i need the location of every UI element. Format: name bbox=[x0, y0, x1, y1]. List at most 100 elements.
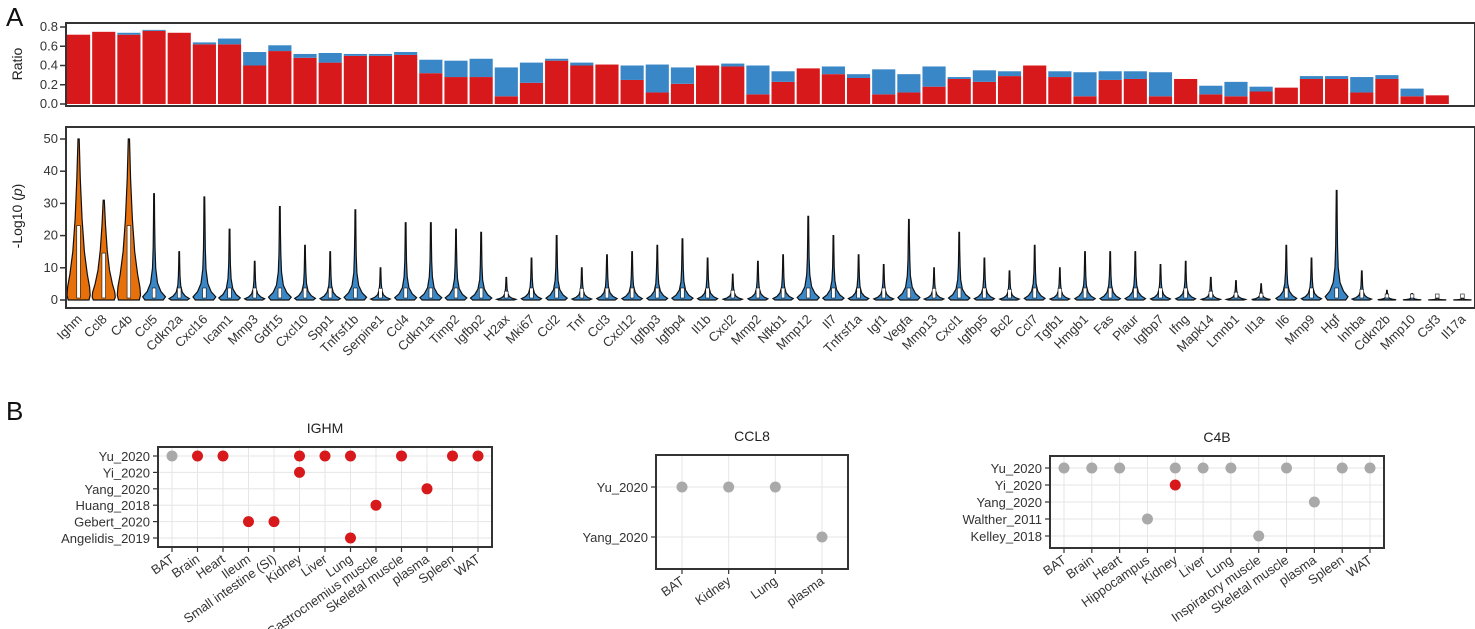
violin-Cxcl2 bbox=[721, 273, 745, 301]
violin-Ccl3 bbox=[595, 254, 619, 301]
row-label: Yang_2020 bbox=[976, 495, 1042, 510]
ratio-bar-blue-Tnf bbox=[570, 62, 594, 66]
violin-Icam1 bbox=[217, 228, 242, 301]
row-label: Angelidis_2019 bbox=[61, 531, 150, 546]
violin-y-tick-label: 40 bbox=[44, 163, 58, 178]
gene-label-Csf3: Csf3 bbox=[1414, 312, 1444, 342]
violin-box-Timp2 bbox=[453, 287, 459, 299]
violin-Fas bbox=[1098, 251, 1122, 301]
violin-box-Mmp13 bbox=[931, 288, 937, 299]
violin-box-Cxcl1 bbox=[957, 287, 962, 299]
violin-box-Spp1 bbox=[328, 287, 333, 299]
violin-y-tick-label: 20 bbox=[44, 228, 58, 243]
ratio-bar-blue-Cxcl2 bbox=[721, 63, 745, 67]
violin-H2ax bbox=[494, 276, 518, 301]
violin-box-Cdkn2a bbox=[177, 287, 182, 299]
ratio-bar-red-Csf3 bbox=[1425, 95, 1449, 104]
violin-Gdf15 bbox=[267, 206, 293, 301]
violin-box-Il1a bbox=[1259, 292, 1264, 299]
violin-box-Tgfb1 bbox=[1057, 288, 1062, 299]
ratio-bar-red-Plaur bbox=[1123, 78, 1147, 104]
violin-Cdkn2a bbox=[167, 251, 191, 301]
ratio-bar-blue-Igf1 bbox=[872, 69, 896, 95]
gene-tick-labels: IghmCcl8C4bCcl5Cdkn2aCxcl16Icam1Mmp3Gdf1… bbox=[54, 311, 1469, 359]
dot-Kelley_2018-Inspiratory muscle bbox=[1253, 530, 1265, 542]
panel-letter-b: B bbox=[6, 396, 23, 426]
ratio-bar-red-Bcl2 bbox=[997, 76, 1022, 104]
ratio-bar-blue-Cdkn2b bbox=[1375, 75, 1399, 79]
dot-Yu_2020-Skeletal muscle bbox=[1281, 462, 1293, 474]
violin-Il6 bbox=[1274, 244, 1298, 301]
dot-Walther_2011-Hippocampus bbox=[1141, 513, 1153, 525]
violin-box-Mmp12 bbox=[806, 287, 811, 299]
dot-Yu_2020-WAT bbox=[1364, 462, 1376, 474]
ratio-bar-blue-Igfbp5 bbox=[972, 70, 996, 82]
ratio-bar-chart: 0.0 0.2 0.4 0.6 0.8 Ratio bbox=[9, 19, 1475, 111]
ratio-bar-red-Hgf bbox=[1325, 78, 1349, 104]
ratio-bar-blue-Vegfa bbox=[897, 74, 921, 93]
ratio-bar-red-Fas bbox=[1098, 79, 1122, 104]
violin-box-Cdkn1a bbox=[428, 287, 433, 299]
dot-Gebert_2020-Small intestine (SI) bbox=[268, 516, 280, 528]
violin-Ccl8 bbox=[91, 199, 116, 301]
violin-Lmnb1 bbox=[1224, 280, 1248, 301]
violin-box-Ccl2 bbox=[554, 287, 559, 299]
gene-label-Mki67: Mki67 bbox=[502, 312, 537, 347]
ratio-bar-red-Mmp9 bbox=[1299, 78, 1324, 104]
dot-Yu_2020-Kidney bbox=[723, 481, 735, 493]
ratio-bar-red-Tnfrsf1a bbox=[846, 78, 871, 104]
col-label: BAT bbox=[658, 573, 687, 599]
violin-Mmp2 bbox=[746, 260, 770, 301]
gene-label-Il17a: Il17a bbox=[1438, 311, 1469, 342]
ratio-bar-blue-Fas bbox=[1098, 71, 1122, 80]
ratio-bar-blue-Mapk14 bbox=[1199, 85, 1223, 95]
ratio-bar-red-Ccl7 bbox=[1023, 65, 1047, 104]
ratio-bar-blue-Mki67 bbox=[519, 62, 544, 83]
ratio-bar-blue-Lmnb1 bbox=[1224, 81, 1248, 97]
ratio-bar-red-Cxcl12 bbox=[620, 79, 644, 104]
dot-Yu_2020-Liver bbox=[1197, 462, 1209, 474]
dot-Yang_2020-plasma bbox=[816, 531, 828, 543]
violin-box-Inhba bbox=[1359, 289, 1364, 299]
ratio-y-tick-label: 0.4 bbox=[40, 58, 58, 73]
violin-box-Mmp3 bbox=[252, 287, 257, 299]
violin-Il1a bbox=[1251, 283, 1271, 301]
ratio-bar-red-Cxcl1 bbox=[947, 78, 971, 104]
dotplot-title: C4B bbox=[1203, 429, 1230, 445]
ratio-bar-blue-Gdf15 bbox=[268, 45, 292, 52]
c4b-dotplot: C4B Yu_2020 Yi_2020 Yang_2020 Walther_2011 Ke… bbox=[963, 429, 1385, 625]
gene-label-C4b: C4b bbox=[108, 312, 135, 339]
row-label: Yi_2020 bbox=[103, 465, 150, 480]
ratio-bar-red-Ccl5 bbox=[142, 30, 166, 105]
col-label: BAT bbox=[1040, 552, 1069, 578]
violin-box-Igf1 bbox=[881, 287, 886, 299]
ratio-y-axis-label: Ratio bbox=[9, 47, 25, 80]
violin-Tnf bbox=[570, 267, 594, 301]
violin-Serpine1 bbox=[369, 267, 392, 301]
ratio-bar-red-Il6 bbox=[1274, 87, 1298, 104]
violin-Bcl2 bbox=[998, 270, 1021, 301]
dot-Yu_2020-Spleen bbox=[1336, 462, 1348, 474]
ratio-bar-blue-Mmp9 bbox=[1299, 76, 1324, 79]
violin-box-Mki67 bbox=[529, 287, 534, 299]
dot-Yang_2020-plasma bbox=[421, 483, 433, 495]
violin-Igfbp7 bbox=[1149, 264, 1172, 301]
ratio-bar-red-Tnfrsf1b bbox=[343, 55, 367, 104]
violin-box-Mmp10 bbox=[1409, 293, 1415, 299]
ratio-bar-red-Igfbp2 bbox=[469, 77, 493, 104]
violin-chart: 0 10 20 30 40 50 -Log10 (p) IghmCcl8C4bCcl5Cd… bbox=[9, 126, 1475, 359]
ratio-bar-red-Mapk14 bbox=[1199, 94, 1223, 104]
ratio-bar-red-Lmnb1 bbox=[1224, 96, 1248, 104]
violin-box-Cxcl16 bbox=[202, 287, 207, 299]
ratio-bar-red-Igfbp5 bbox=[972, 81, 996, 104]
row-label: Yu_2020 bbox=[991, 461, 1042, 476]
violin-box-Ccl8 bbox=[101, 252, 106, 299]
violin-box-Lmnb1 bbox=[1233, 291, 1239, 299]
violin-Cxcl1 bbox=[947, 231, 971, 301]
dot-Yu_2020-Heart bbox=[217, 450, 229, 462]
dot-Yi_2020-Kidney bbox=[294, 466, 305, 478]
violin-box-C4b bbox=[126, 225, 132, 299]
ratio-bar-blue-Il1a bbox=[1249, 86, 1273, 92]
dot-Yu_2020-WAT bbox=[472, 450, 484, 462]
violin-box-Tnfrsf1a bbox=[856, 287, 861, 299]
